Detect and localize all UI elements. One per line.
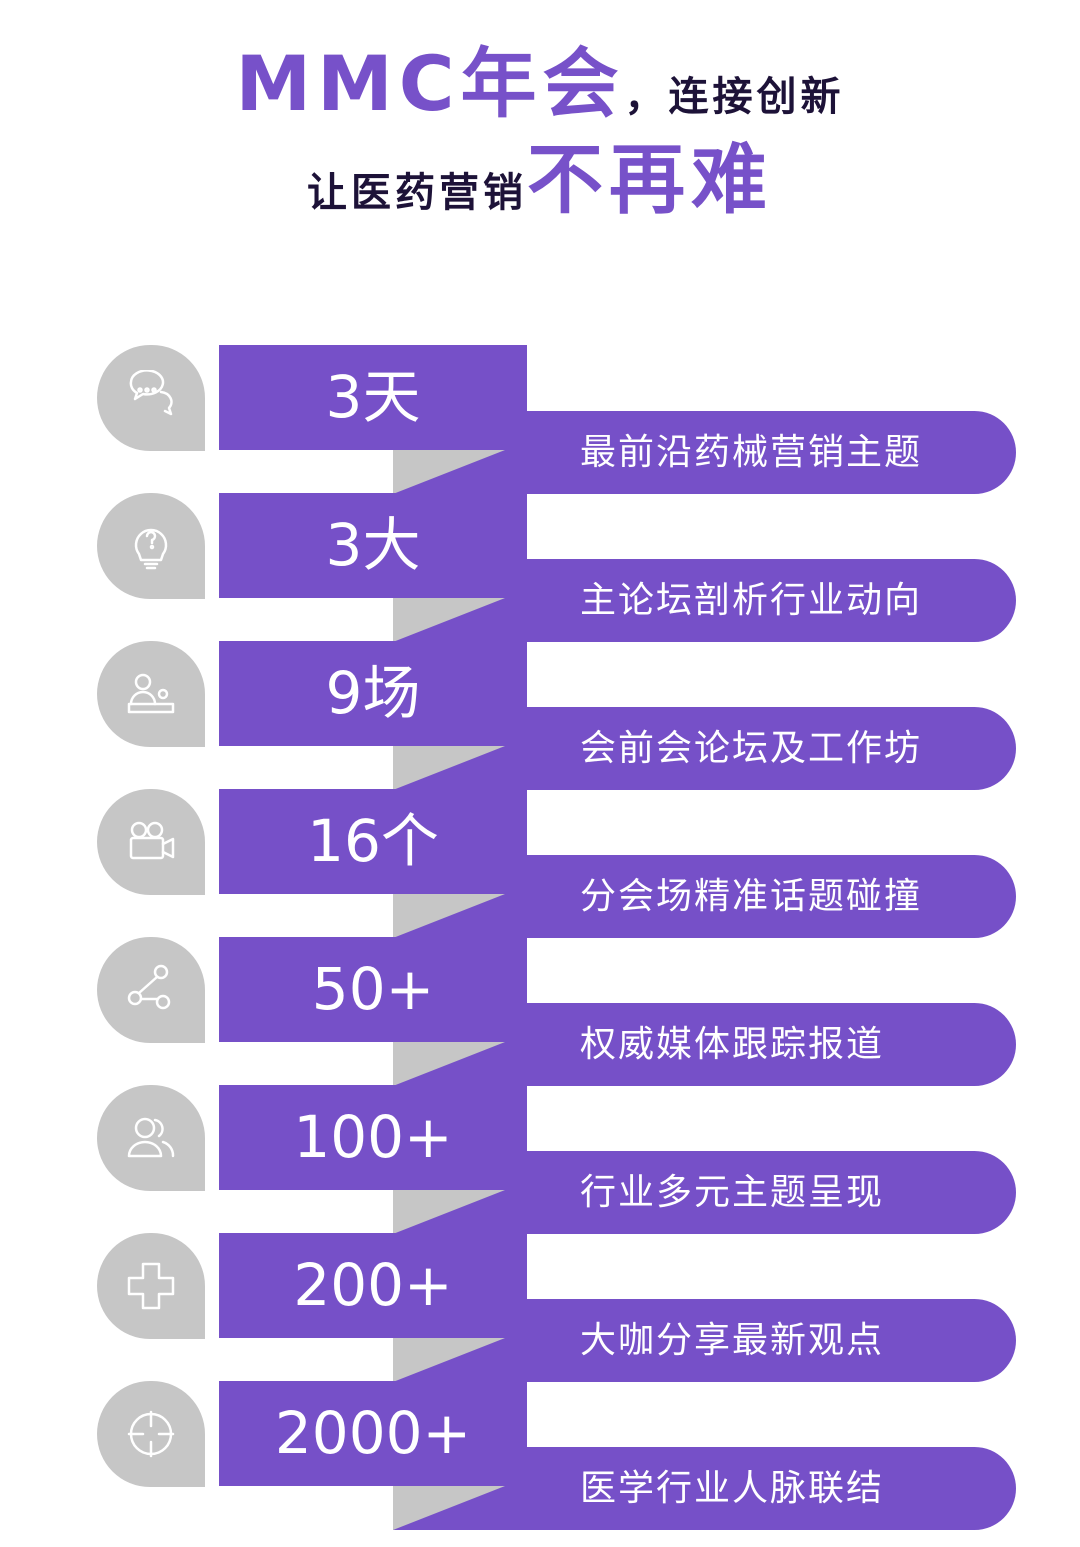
stat-description: 行业多元主题呈现 — [580, 1172, 885, 1213]
medical-cross-icon — [127, 1262, 175, 1310]
title-subtext: ，连接创新 — [624, 74, 845, 120]
stat-number: 50+ — [311, 955, 435, 1023]
stat-description: 大咖分享最新观点 — [580, 1320, 885, 1361]
speaker-podium-icon — [127, 673, 175, 714]
icon-badge — [97, 641, 205, 747]
stat-row: 200+ 大咖分享最新观点 — [0, 1233, 1080, 1383]
stat-description: 最前沿药械营销主题 — [580, 432, 923, 473]
stat-number: 16个 — [307, 807, 439, 875]
lightbulb-question-icon — [134, 528, 168, 570]
stat-description: 权威媒体跟踪报道 — [580, 1024, 885, 1065]
stat-number: 3大 — [325, 511, 421, 579]
stat-number: 2000+ — [274, 1399, 472, 1467]
stat-row: 50+ 权威媒体跟踪报道 — [0, 937, 1080, 1087]
crosshair-icon — [127, 1410, 175, 1458]
share-nodes-icon — [127, 964, 171, 1010]
stat-row: 3大主论坛剖析行业动向 — [0, 493, 1080, 643]
stat-row: 2000+ 医学行业人脉联结 — [0, 1381, 1080, 1531]
title-subtext: 让医药营销 — [307, 170, 527, 216]
icon-badge — [97, 789, 205, 895]
stat-row: 9场会前会论坛及工作坊 — [0, 641, 1080, 791]
icon-badge — [97, 1085, 205, 1191]
stat-number: 200+ — [293, 1251, 453, 1319]
number-block — [219, 1233, 527, 1338]
stat-description: 医学行业人脉联结 — [580, 1468, 885, 1509]
icon-badge — [97, 1381, 205, 1487]
stat-number: 3天 — [325, 363, 421, 431]
icon-badge — [97, 345, 205, 451]
number-block — [219, 345, 527, 450]
number-block — [219, 641, 527, 746]
number-block — [219, 937, 527, 1042]
number-block — [219, 493, 527, 598]
title-highlight: 不再难 — [527, 135, 773, 224]
stat-description: 会前会论坛及工作坊 — [580, 728, 923, 769]
video-camera-icon — [129, 821, 175, 860]
stat-row: 3天最前沿药械营销主题 — [0, 345, 1080, 495]
users-icon — [127, 1117, 175, 1158]
title-highlight: MMC年会 — [235, 39, 625, 128]
chat-bubbles-icon — [129, 370, 173, 416]
number-block — [219, 1381, 527, 1486]
icon-badge — [97, 493, 205, 599]
stat-row: 16个分会场精准话题碰撞 — [0, 789, 1080, 939]
stat-description: 分会场精准话题碰撞 — [580, 876, 923, 917]
number-block — [219, 1085, 527, 1190]
stat-description: 主论坛剖析行业动向 — [580, 580, 923, 621]
icon-badge — [97, 937, 205, 1043]
stat-number: 100+ — [293, 1103, 453, 1171]
stat-number: 9场 — [325, 659, 421, 727]
icon-badge — [97, 1233, 205, 1339]
stat-row: 100+ 行业多元主题呈现 — [0, 1085, 1080, 1235]
number-block — [219, 789, 527, 894]
title-line-1: MMC年会，连接创新 — [0, 22, 1080, 132]
title-line-2: 让医药营销不再难 — [0, 118, 1080, 228]
